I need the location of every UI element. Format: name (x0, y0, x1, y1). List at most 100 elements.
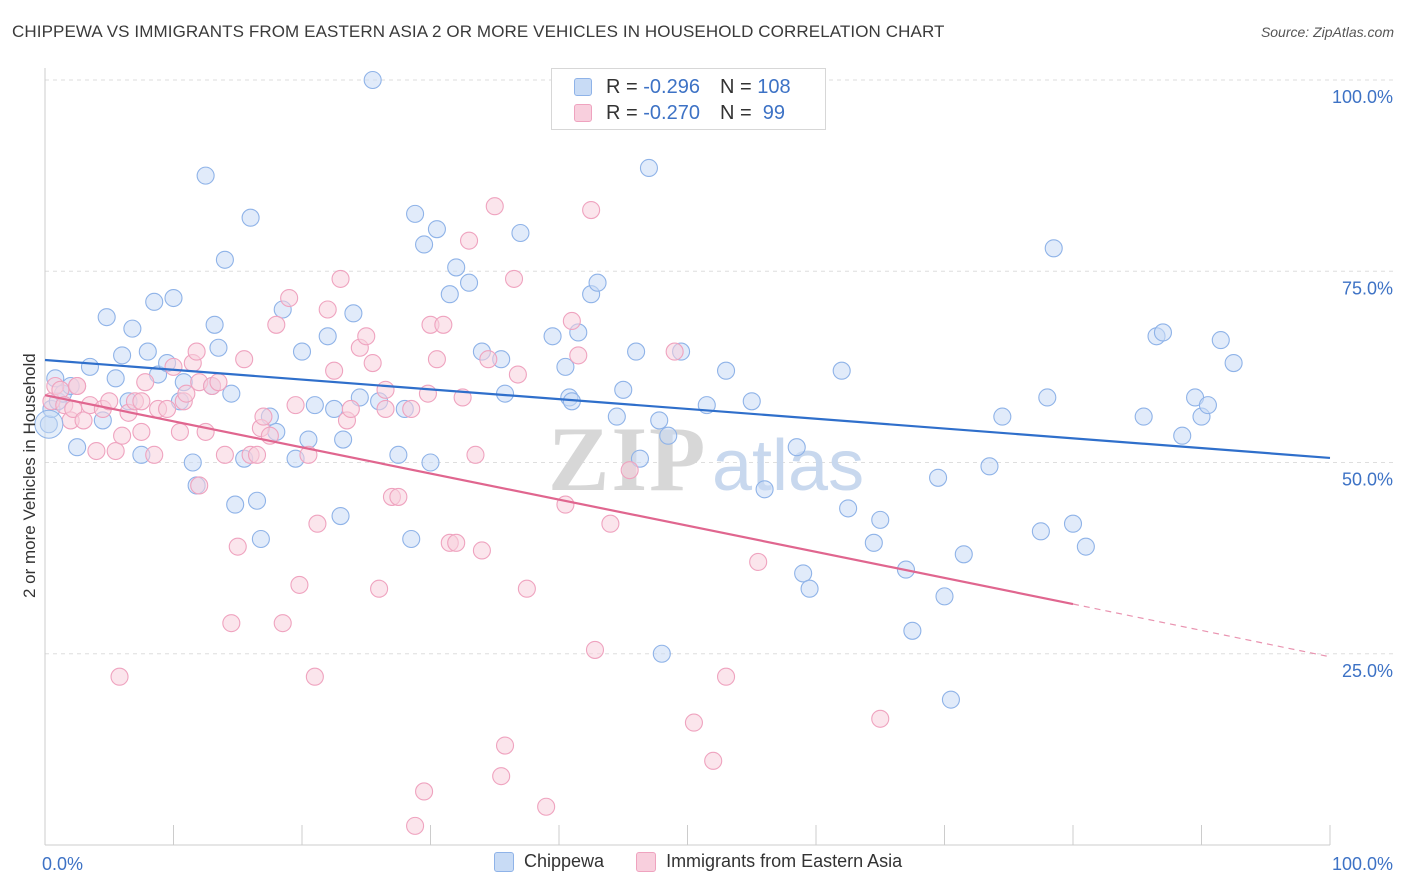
eastern-asia-point (113, 426, 132, 445)
chippewa-point (1076, 537, 1095, 556)
eastern-asia-point (247, 445, 267, 464)
eastern-asia-point (100, 392, 119, 411)
eastern-asia-point (427, 350, 446, 369)
eastern-asia-point (215, 445, 234, 464)
eastern-asia-point (235, 350, 254, 369)
chippewa-point (318, 327, 337, 346)
chippewa-point (903, 621, 922, 640)
eastern-asia-point (447, 533, 466, 552)
eastern-asia-point (68, 376, 87, 396)
eastern-asia-point (585, 640, 605, 659)
n-value: 99 (757, 101, 786, 124)
eastern-asia-point (749, 552, 768, 572)
chippewa-point (459, 273, 479, 292)
chippewa-point (183, 453, 202, 472)
eastern-asia-point (402, 399, 421, 419)
eastern-asia-point (406, 816, 425, 835)
chippewa-point (1063, 514, 1083, 533)
chippewa-point (406, 204, 425, 223)
eastern-asia-trend-extension (1072, 603, 1331, 658)
legend-label: Immigrants from Eastern Asia (666, 851, 903, 871)
eastern-asia-point (170, 422, 189, 441)
eastern-asia-point (190, 476, 209, 495)
eastern-asia-point (209, 373, 228, 392)
eastern-asia-point (492, 767, 511, 786)
chippewa-point (742, 392, 761, 411)
chippewa-point (607, 407, 626, 426)
chippewa-point (247, 491, 267, 510)
eastern-asia-point (132, 392, 151, 411)
chippewa-point (363, 70, 382, 90)
y-tick-label: 25.0% (1342, 661, 1393, 681)
eastern-asia-point (110, 667, 129, 686)
eastern-asia-point (305, 667, 324, 686)
eastern-asia-point (318, 300, 337, 319)
chippewa-point (196, 166, 215, 185)
chippewa-point (839, 499, 858, 518)
eastern-asia-point (537, 797, 556, 816)
eastern-asia-point (51, 380, 70, 399)
grid-lines (45, 79, 1393, 655)
eastern-asia-point (569, 346, 588, 365)
n-label: N = (719, 75, 752, 98)
y-tick-label: 50.0% (1342, 470, 1393, 490)
chippewa-point (241, 208, 260, 227)
chippewa-point (344, 304, 363, 323)
chippewa-point (415, 235, 434, 254)
chippewa-point (588, 273, 607, 292)
chippewa-point (305, 396, 324, 415)
chippewa-point (421, 453, 440, 472)
eastern-asia-point (665, 342, 684, 361)
chippewa-point (935, 587, 954, 606)
eastern-asia-swatch (574, 104, 592, 122)
eastern-asia-point (459, 231, 479, 250)
chippewa-point (123, 319, 142, 338)
n-label: N = (719, 101, 752, 124)
r-value: -0.270 (643, 101, 700, 124)
eastern-asia-point (504, 269, 524, 288)
eastern-asia-point (325, 361, 344, 380)
legend-label: Chippewa (524, 851, 605, 871)
eastern-asia-swatch (636, 851, 657, 872)
eastern-asia-point (415, 782, 434, 801)
eastern-asia-point (376, 380, 395, 399)
eastern-asia-point (308, 514, 327, 533)
chippewa-point (794, 564, 813, 583)
chippewa-trend-line (44, 358, 1331, 460)
chippewa-point (226, 495, 245, 514)
chippewa-point (1134, 407, 1153, 426)
chippewa-point (941, 690, 960, 709)
eastern-asia-point (164, 357, 183, 376)
eastern-asia-point (280, 288, 299, 308)
y-tick-label: 100.0% (1332, 87, 1393, 107)
chippewa-point (627, 342, 646, 361)
chippewa-point (80, 357, 100, 376)
eastern-asia-point (357, 327, 376, 346)
chippewa-point (755, 480, 774, 499)
chippewa-point (630, 449, 650, 468)
legend-item-eastern-asia: Immigrants from Eastern Asia (636, 851, 902, 872)
eastern-asia-point (562, 311, 581, 331)
eastern-asia-trend-line (44, 394, 1074, 606)
chippewa-point (1224, 353, 1243, 373)
chippewa-point (954, 545, 973, 564)
chippewa-point (97, 308, 116, 327)
eastern-asia-point (363, 353, 382, 373)
trend-lines (44, 358, 1331, 658)
y-axis-label: 2 or more Vehicles in Household (20, 353, 39, 598)
chippewa-point (511, 223, 530, 243)
chippewa-point (1031, 522, 1050, 541)
chippewa-point (113, 346, 132, 365)
eastern-asia-point (331, 269, 350, 288)
chippewa-point (1198, 396, 1217, 415)
watermark-zip: ZIP (548, 408, 707, 510)
chippewa-point (659, 426, 678, 445)
chippewa-point (402, 529, 421, 549)
chippewa-point (215, 250, 234, 269)
eastern-asia-point (74, 411, 93, 430)
stats-legend: R = -0.296 N = 108 R = -0.270 N = 99 (551, 68, 826, 130)
chippewa-point (389, 445, 408, 464)
eastern-asia-point (145, 445, 164, 464)
chippewa-point (427, 220, 446, 239)
